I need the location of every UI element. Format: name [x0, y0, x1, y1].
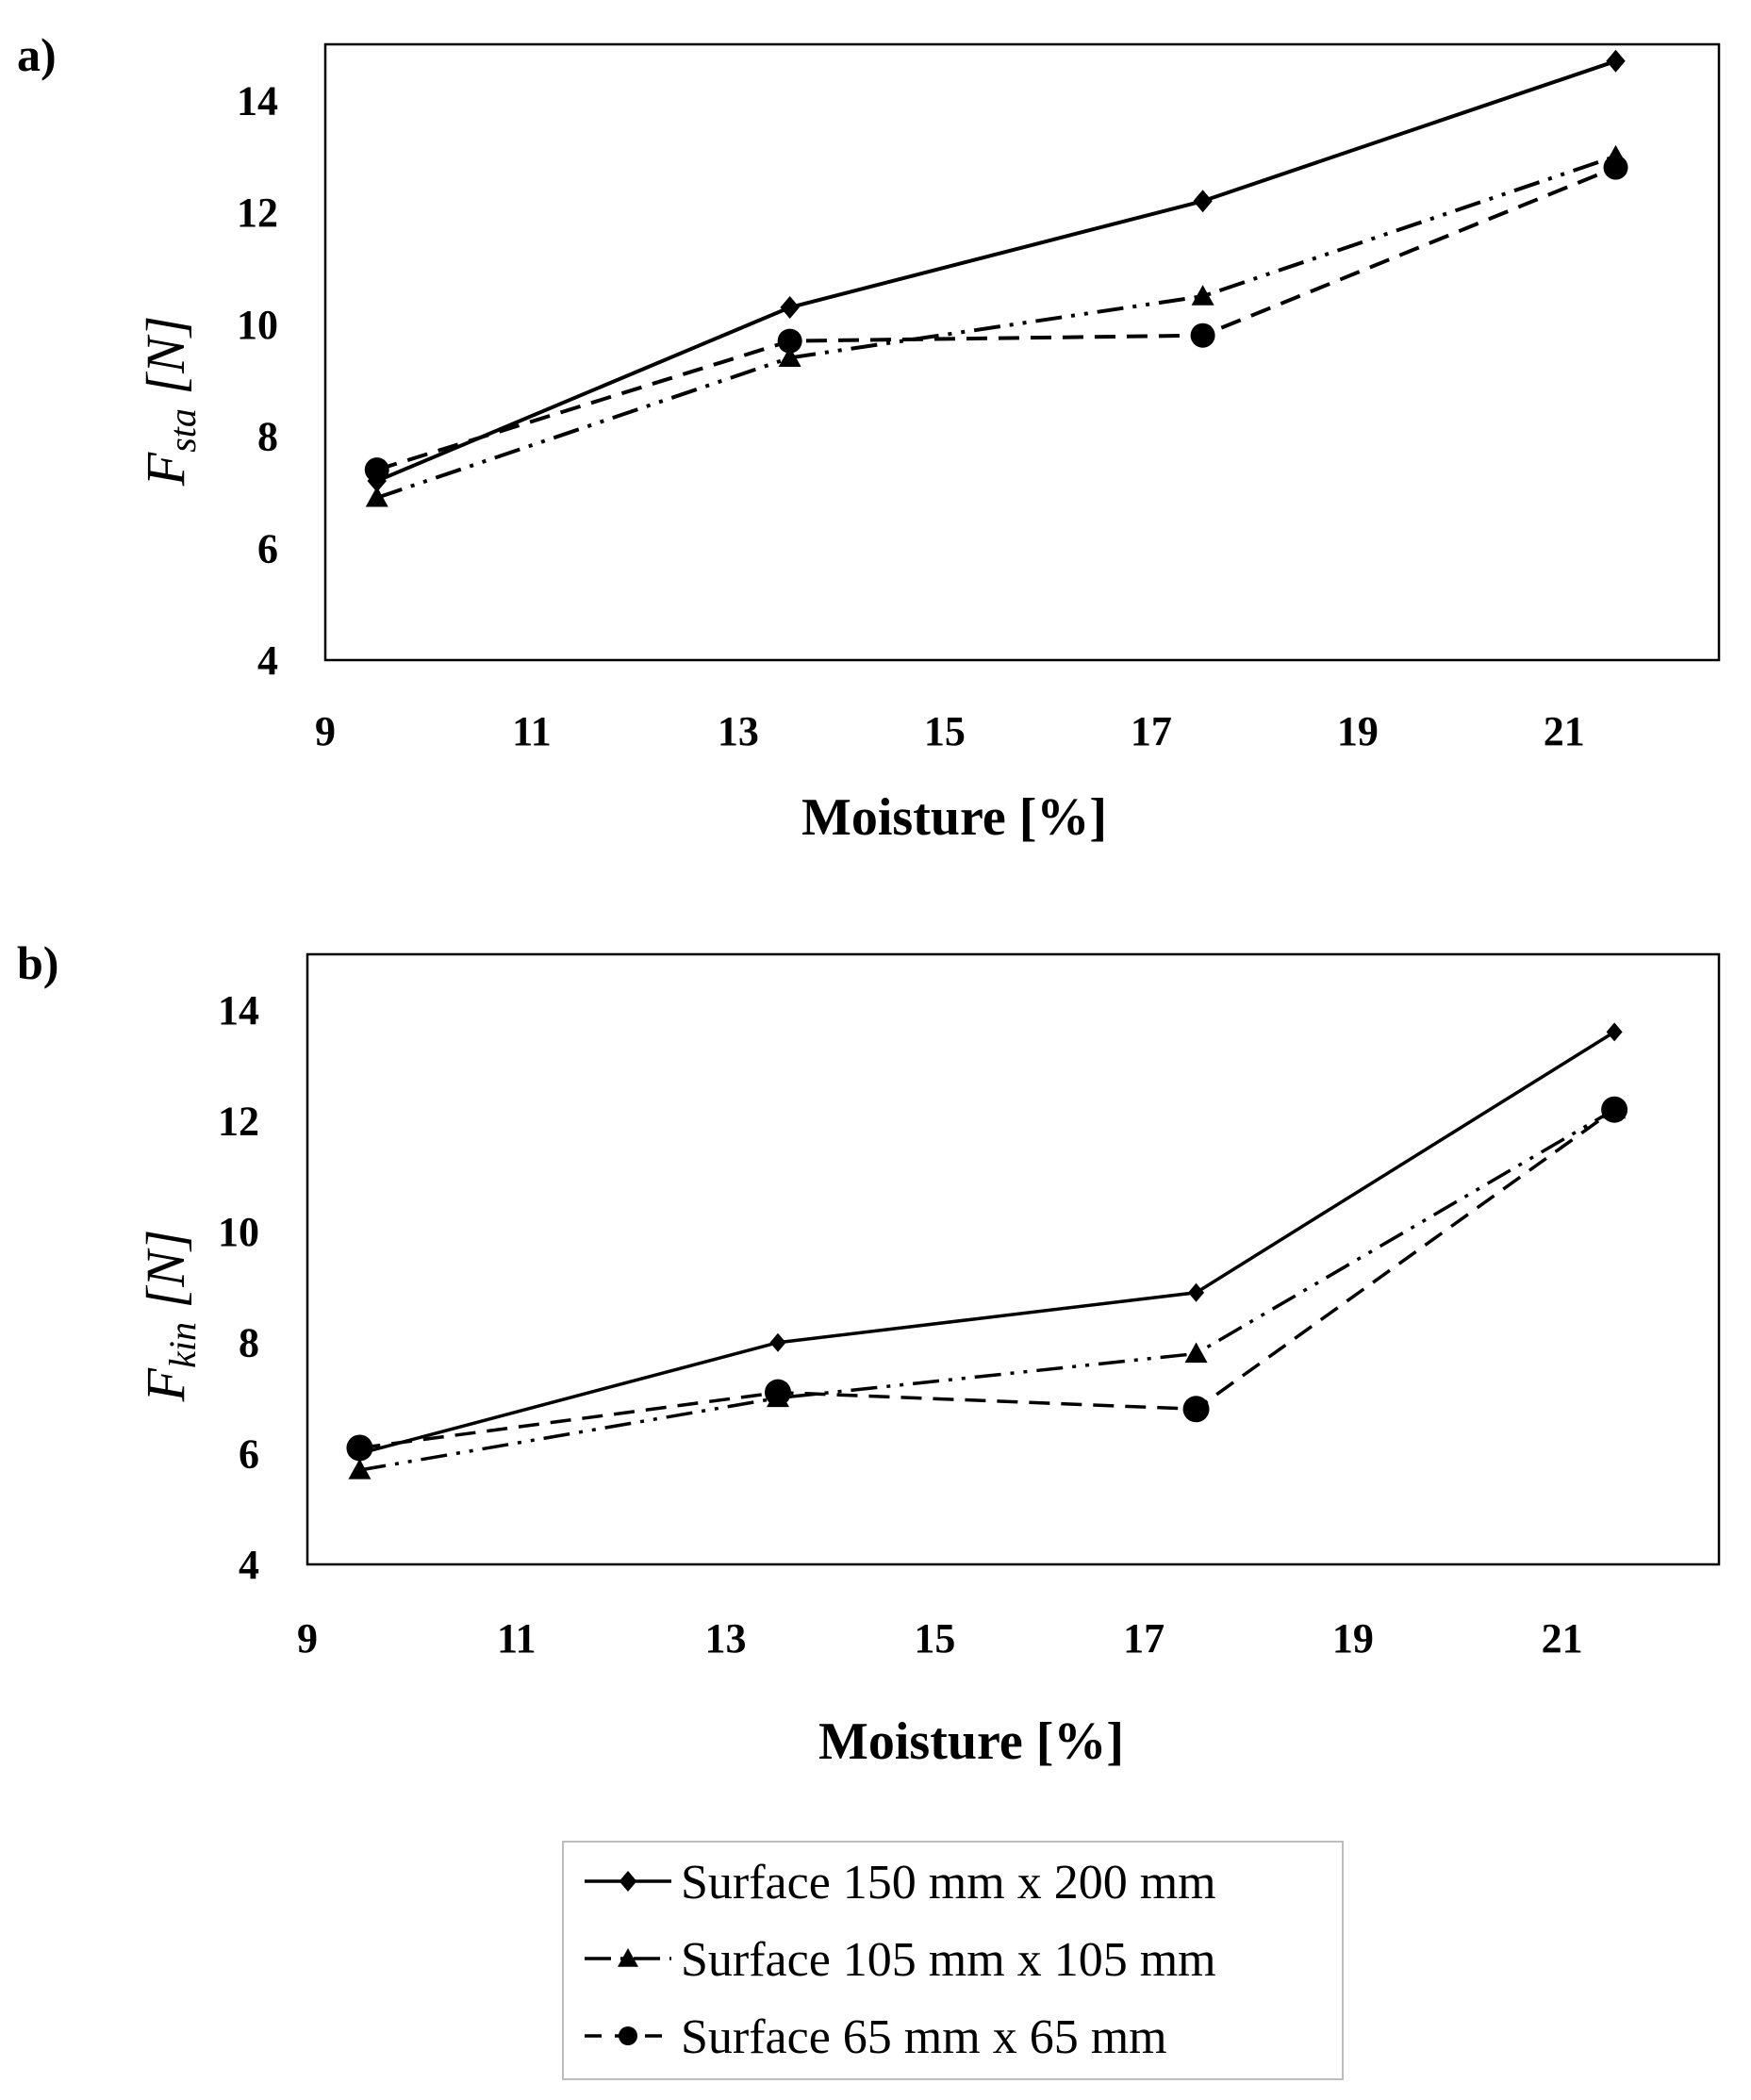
y-axis-label-unit-b: [N] [135, 1230, 196, 1322]
x-tick-label-b: 13 [705, 1615, 747, 1662]
y-tick-label-b: 10 [218, 1209, 259, 1255]
y-tick-label-b: 6 [239, 1430, 259, 1477]
y-axis-label-sub-b: kin [161, 1322, 204, 1368]
data-point-triangle-b [1184, 1342, 1208, 1364]
legend-marker-diamond [619, 1871, 637, 1892]
y-axis-label-b: Fkin [N] [135, 1230, 204, 1403]
data-point-circle-a [364, 457, 389, 483]
y-tick-label-a: 6 [257, 525, 278, 571]
series-line-2-b [359, 1108, 1615, 1472]
y-tick-label-a: 10 [237, 302, 278, 348]
data-point-triangle-a [1191, 285, 1214, 306]
y-axis-label-sub-a: sta [161, 408, 204, 453]
y-tick-label-b: 14 [218, 987, 259, 1033]
data-point-circle-b [765, 1379, 791, 1406]
legend-marker-triangle [618, 1948, 638, 1967]
chart-panel-b: b) 4 6 8 10 12 14 9 11 13 15 17 19 21 Fkin [N] Mois… [17, 936, 1721, 1771]
x-tick-label-a: 13 [718, 708, 759, 754]
x-tick-label-a: 9 [315, 708, 336, 754]
y-axis-label-main-b: F [135, 1367, 196, 1402]
y-tick-label-a: 8 [257, 414, 278, 460]
legend-label-1: Surface 150 mm x 200 mm [681, 1856, 1216, 1910]
x-tick-label-b: 19 [1332, 1615, 1374, 1662]
data-point-triangle-b [348, 1459, 372, 1480]
legend: Surface 150 mm x 200 mm Surface 105 mm x … [562, 1841, 1344, 2080]
plot-area-a [323, 42, 1721, 662]
legend-marker-circle [619, 2026, 637, 2045]
y-axis-label-main-a: F [135, 452, 196, 487]
legend-entry-1: Surface 150 mm x 200 mm [585, 1856, 1216, 1910]
x-tick-label-b: 15 [914, 1615, 955, 1662]
data-point-circle-a [777, 328, 802, 354]
x-tick-label-b: 9 [297, 1615, 318, 1662]
legend-label-3: Surface 65 mm x 65 mm [681, 2010, 1167, 2064]
data-point-diamond-b [1606, 1022, 1623, 1042]
data-point-triangle-a [365, 486, 388, 507]
panel-label-a: a) [17, 28, 57, 81]
x-tick-label-a: 21 [1544, 708, 1585, 754]
data-point-diamond-b [769, 1332, 786, 1352]
data-point-diamond-a [1193, 190, 1213, 213]
plot-area-b [306, 952, 1721, 1566]
data-point-circle-a [1603, 155, 1628, 180]
y-axis-label-a: Fsta [N] [135, 316, 204, 487]
legend-entry-2: Surface 105 mm x 105 mm [585, 1933, 1216, 1987]
data-point-circle-b [1601, 1096, 1628, 1123]
series-line-2-a [376, 154, 1617, 500]
y-tick-label-a: 12 [237, 190, 278, 236]
data-point-circle-b [346, 1434, 373, 1462]
y-tick-label-b: 4 [239, 1542, 259, 1588]
x-tick-label-b: 11 [497, 1615, 537, 1662]
legend-label-2: Surface 105 mm x 105 mm [681, 1933, 1216, 1987]
series-line-3-b [359, 1108, 1616, 1450]
data-point-circle-b [1182, 1396, 1210, 1423]
y-tick-label-b: 8 [239, 1320, 259, 1366]
x-tick-label-b: 21 [1542, 1615, 1583, 1662]
data-point-triangle-a [778, 346, 801, 368]
x-tick-label-a: 15 [924, 708, 966, 754]
data-point-diamond-a [1606, 49, 1626, 73]
panel-label-b: b) [17, 936, 58, 989]
x-tick-label-a: 11 [512, 708, 552, 754]
legend-box [562, 1841, 1344, 2080]
series-line-1-b [358, 1030, 1616, 1456]
y-tick-label-a: 4 [257, 637, 278, 684]
x-axis-label-a: Moisture [%] [801, 788, 1107, 847]
x-tick-label-a: 17 [1131, 708, 1172, 754]
data-point-circle-a [1190, 322, 1215, 348]
x-tick-label-b: 17 [1123, 1615, 1165, 1662]
chart-panel-a: a) 4 6 8 10 12 14 9 11 13 15 17 19 21 Fsta [N] Mois… [17, 28, 1721, 847]
y-tick-label-b: 12 [218, 1098, 259, 1144]
x-tick-label-a: 19 [1337, 708, 1379, 754]
series-line-1-a [375, 58, 1617, 483]
series-line-3-a [376, 165, 1617, 472]
y-axis-label-unit-a: [N] [135, 316, 196, 408]
x-axis-label-b: Moisture [%] [818, 1712, 1124, 1771]
data-point-diamond-b [1188, 1282, 1205, 1302]
legend-entry-3: Surface 65 mm x 65 mm [585, 2010, 1167, 2064]
y-tick-label-a: 14 [237, 77, 278, 124]
data-point-diamond-a [780, 296, 800, 320]
